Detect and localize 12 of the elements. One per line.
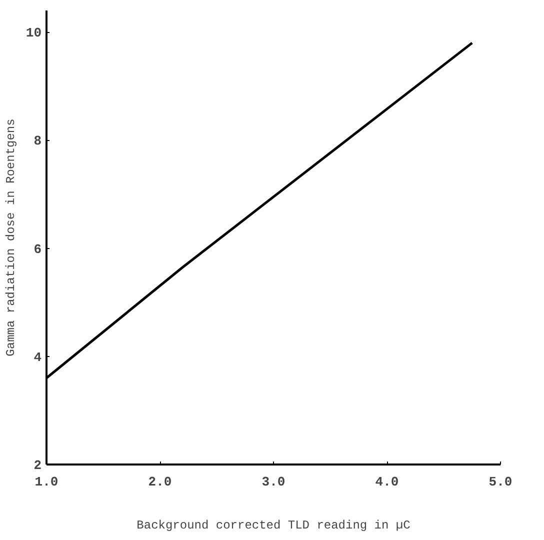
- y-tick-label: 6: [34, 242, 42, 257]
- x-tick-label: 2.0: [148, 474, 172, 490]
- x-tick-label: 3.0: [262, 474, 286, 490]
- y-tick-label: 8: [34, 134, 42, 149]
- y-tick-label: 2: [34, 458, 42, 473]
- x-tick-label: 4.0: [375, 474, 399, 490]
- x-tick-label: 1.0: [34, 474, 58, 490]
- x-tick-label: 5.0: [488, 474, 512, 490]
- y-axis-title: Gamma radiation dose in Roentgens: [4, 118, 18, 356]
- y-tick-label: 10: [26, 26, 42, 41]
- x-axis-title: Background corrected TLD reading in µC: [136, 518, 410, 532]
- y-tick-label: 4: [34, 350, 42, 365]
